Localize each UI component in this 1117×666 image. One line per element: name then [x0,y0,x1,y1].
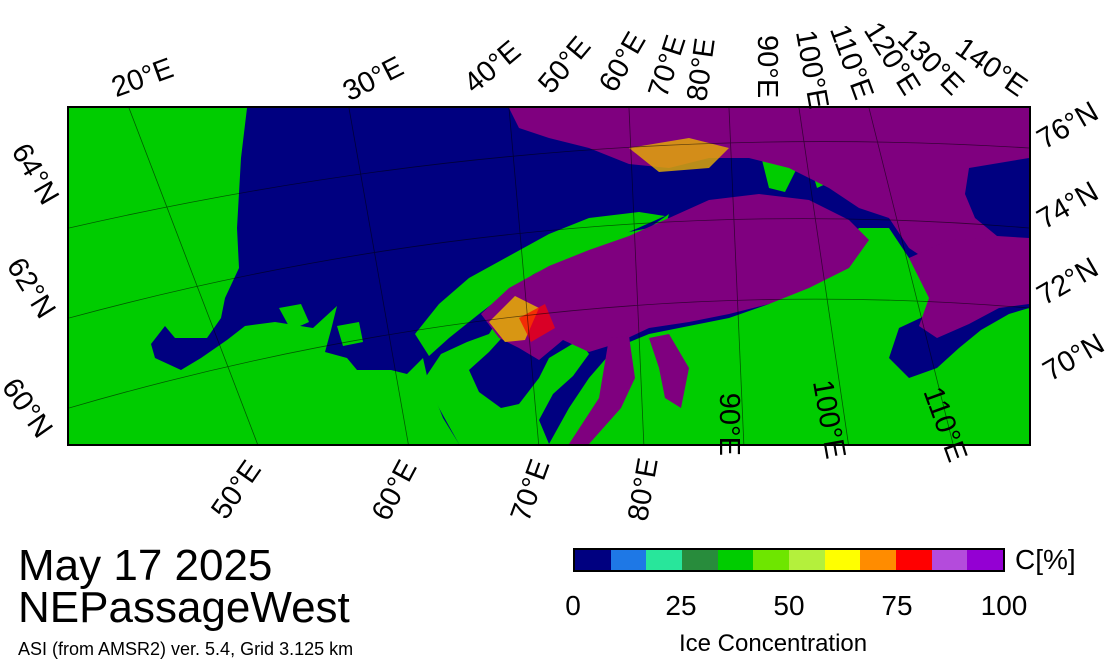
colorbar-unit: C[%] [1015,544,1076,575]
colorbar-title: Ice Concentration [679,630,868,657]
land-scandinavia [69,108,459,444]
land-island-west [279,304,309,330]
colorbar-segment [610,550,647,570]
colorbar-tick-25: 25 [665,590,697,621]
colorbar [573,548,1005,572]
open-water-laptev [965,158,1029,238]
lon-label-bottom-80: 80°E [622,455,665,524]
land-island-mid [337,322,363,346]
map-canvas [69,108,1029,444]
colorbar-segment [682,550,718,570]
colorbar-segment [753,550,790,570]
colorbar-tick-0: 0 [565,590,581,621]
land-novaya-zemlya [415,212,665,356]
colorbar-segment [967,550,1004,570]
colorbar-segment [896,550,932,570]
colorbar-segment [717,550,754,570]
sea-ice-kara [481,194,869,360]
colorbar-segment [931,550,968,570]
lon-label-top-20: 20°E [107,52,178,104]
colorbar-tick-75: 75 [881,590,913,621]
lat-label-right-72: 72°N [1031,251,1104,312]
colorbar-segment [860,550,897,570]
lat-label-left-62: 62°N [0,252,62,325]
colorbar-segment [575,550,611,570]
sea-ice-ob [569,336,635,444]
lon-label-top-50: 50°E [532,30,598,100]
lon-label-top-80: 80°E [681,36,722,104]
map-date: May 17 2025 [18,541,273,590]
lat-label-right-74: 74°N [1031,175,1104,236]
lon-label-bottom-60: 60°E [365,455,424,526]
lon-label-top-140: 140°E [949,31,1033,104]
colorbar-segment [789,550,825,570]
lat-label-left-60: 60°N [0,372,59,444]
colorbar-segment [646,550,683,570]
map-source: ASI (from AMSR2) ver. 5.4, Grid 3.125 km [18,639,354,659]
graticule [69,108,1029,444]
sea-ice-laptev-edge [629,138,729,172]
colorbar-segment [824,550,861,570]
sea-ice-laptev [909,234,1029,338]
lon-label-bottom-70: 70°E [504,455,557,526]
sea-ice-yenisei [649,334,689,408]
colorbar-tick-50: 50 [773,590,805,621]
colorbar-tick-100: 100 [980,590,1028,621]
lon-label-bottom-50: 50°E [205,454,268,525]
lat-label-right-76: 76°N [1031,95,1104,156]
lat-label-right-70: 70°N [1037,327,1110,388]
lat-label-left-64: 64°N [4,138,65,211]
lon-label-bottom-90: 90°E [713,392,746,456]
lon-label-top-40: 40°E [458,34,528,100]
lon-label-top-30: 30°E [337,50,409,108]
lon-label-top-90: 90°E [751,35,783,99]
map-region-name: NEPassageWest [18,583,350,632]
sea-ice-map [67,106,1031,446]
